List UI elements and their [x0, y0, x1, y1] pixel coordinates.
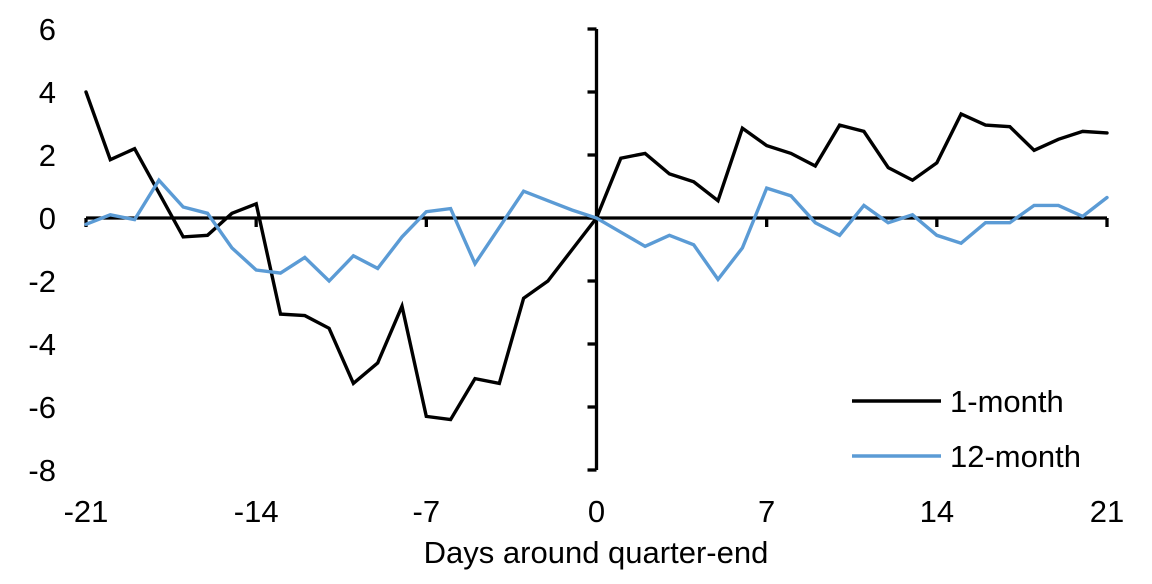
- y-tick-label: 6: [39, 12, 56, 47]
- y-tick-label: 4: [39, 75, 56, 110]
- x-tick-label: 21: [1090, 494, 1124, 529]
- axis-tick-labels: -21 -14 -7 0 7 14 21 6 4 2 0 -2 -4 -6 -8: [28, 12, 1124, 529]
- series-line-12-month: [84, 177, 1109, 284]
- x-tick-label: 0: [588, 494, 605, 529]
- x-tick-label: -14: [234, 494, 279, 529]
- legend-label: 12-month: [950, 439, 1081, 474]
- x-tick-label: -7: [413, 494, 441, 529]
- legend-label: 1-month: [950, 384, 1064, 419]
- x-tick-label: -21: [64, 494, 109, 529]
- y-tick-label: 0: [39, 201, 56, 236]
- y-tick-label: -4: [28, 327, 56, 362]
- y-tick-label: 2: [39, 138, 56, 173]
- legend: 1-month 12-month: [852, 384, 1081, 474]
- x-tick-label: 14: [920, 494, 954, 529]
- data-series: [84, 90, 1109, 422]
- y-tick-label: -2: [28, 264, 56, 299]
- axis-ticks: [84, 27, 1109, 472]
- x-tick-label: 7: [758, 494, 775, 529]
- y-tick-label: -6: [28, 390, 56, 425]
- y-tick-label: -8: [28, 453, 56, 488]
- x-axis-title: Days around quarter-end: [424, 535, 769, 570]
